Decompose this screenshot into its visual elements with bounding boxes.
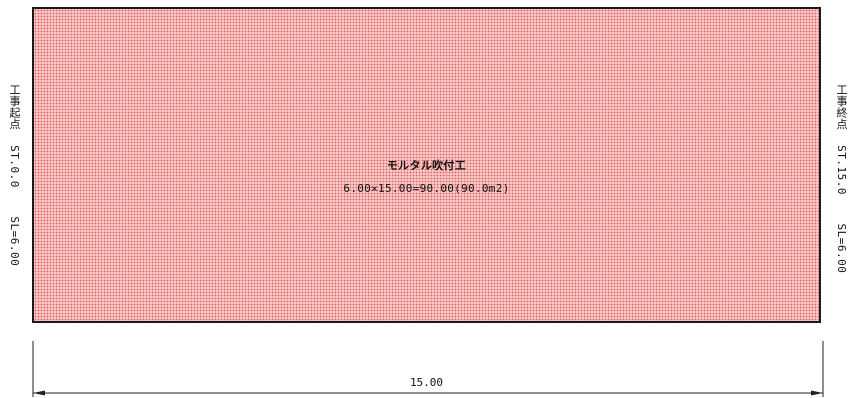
start-point-slope-length: SL=6.00	[8, 216, 21, 267]
arrowhead-right	[811, 390, 823, 396]
arrowhead-left	[33, 390, 45, 396]
end-point-slope-length: SL=6.00	[835, 223, 848, 274]
end-point-station: ST.15.0	[835, 145, 848, 195]
start-point-label: 工事起点 ST.0.0 SL=6.00	[8, 84, 21, 267]
area-formula: 6.00×15.00=90.00(90.0m2)	[343, 182, 510, 195]
start-point-station: ST.0.0	[8, 145, 21, 188]
dimension-value: 15.00	[409, 376, 444, 389]
start-point-name: 工事起点	[8, 84, 21, 130]
mortar-spray-area: モルタル吹付工 6.00×15.00=90.00(90.0m2)	[32, 7, 821, 323]
end-point-label: 工事終点 ST.15.0 SL=6.00	[835, 84, 848, 274]
end-point-name: 工事終点	[835, 84, 848, 130]
area-title: モルタル吹付工	[386, 159, 467, 172]
